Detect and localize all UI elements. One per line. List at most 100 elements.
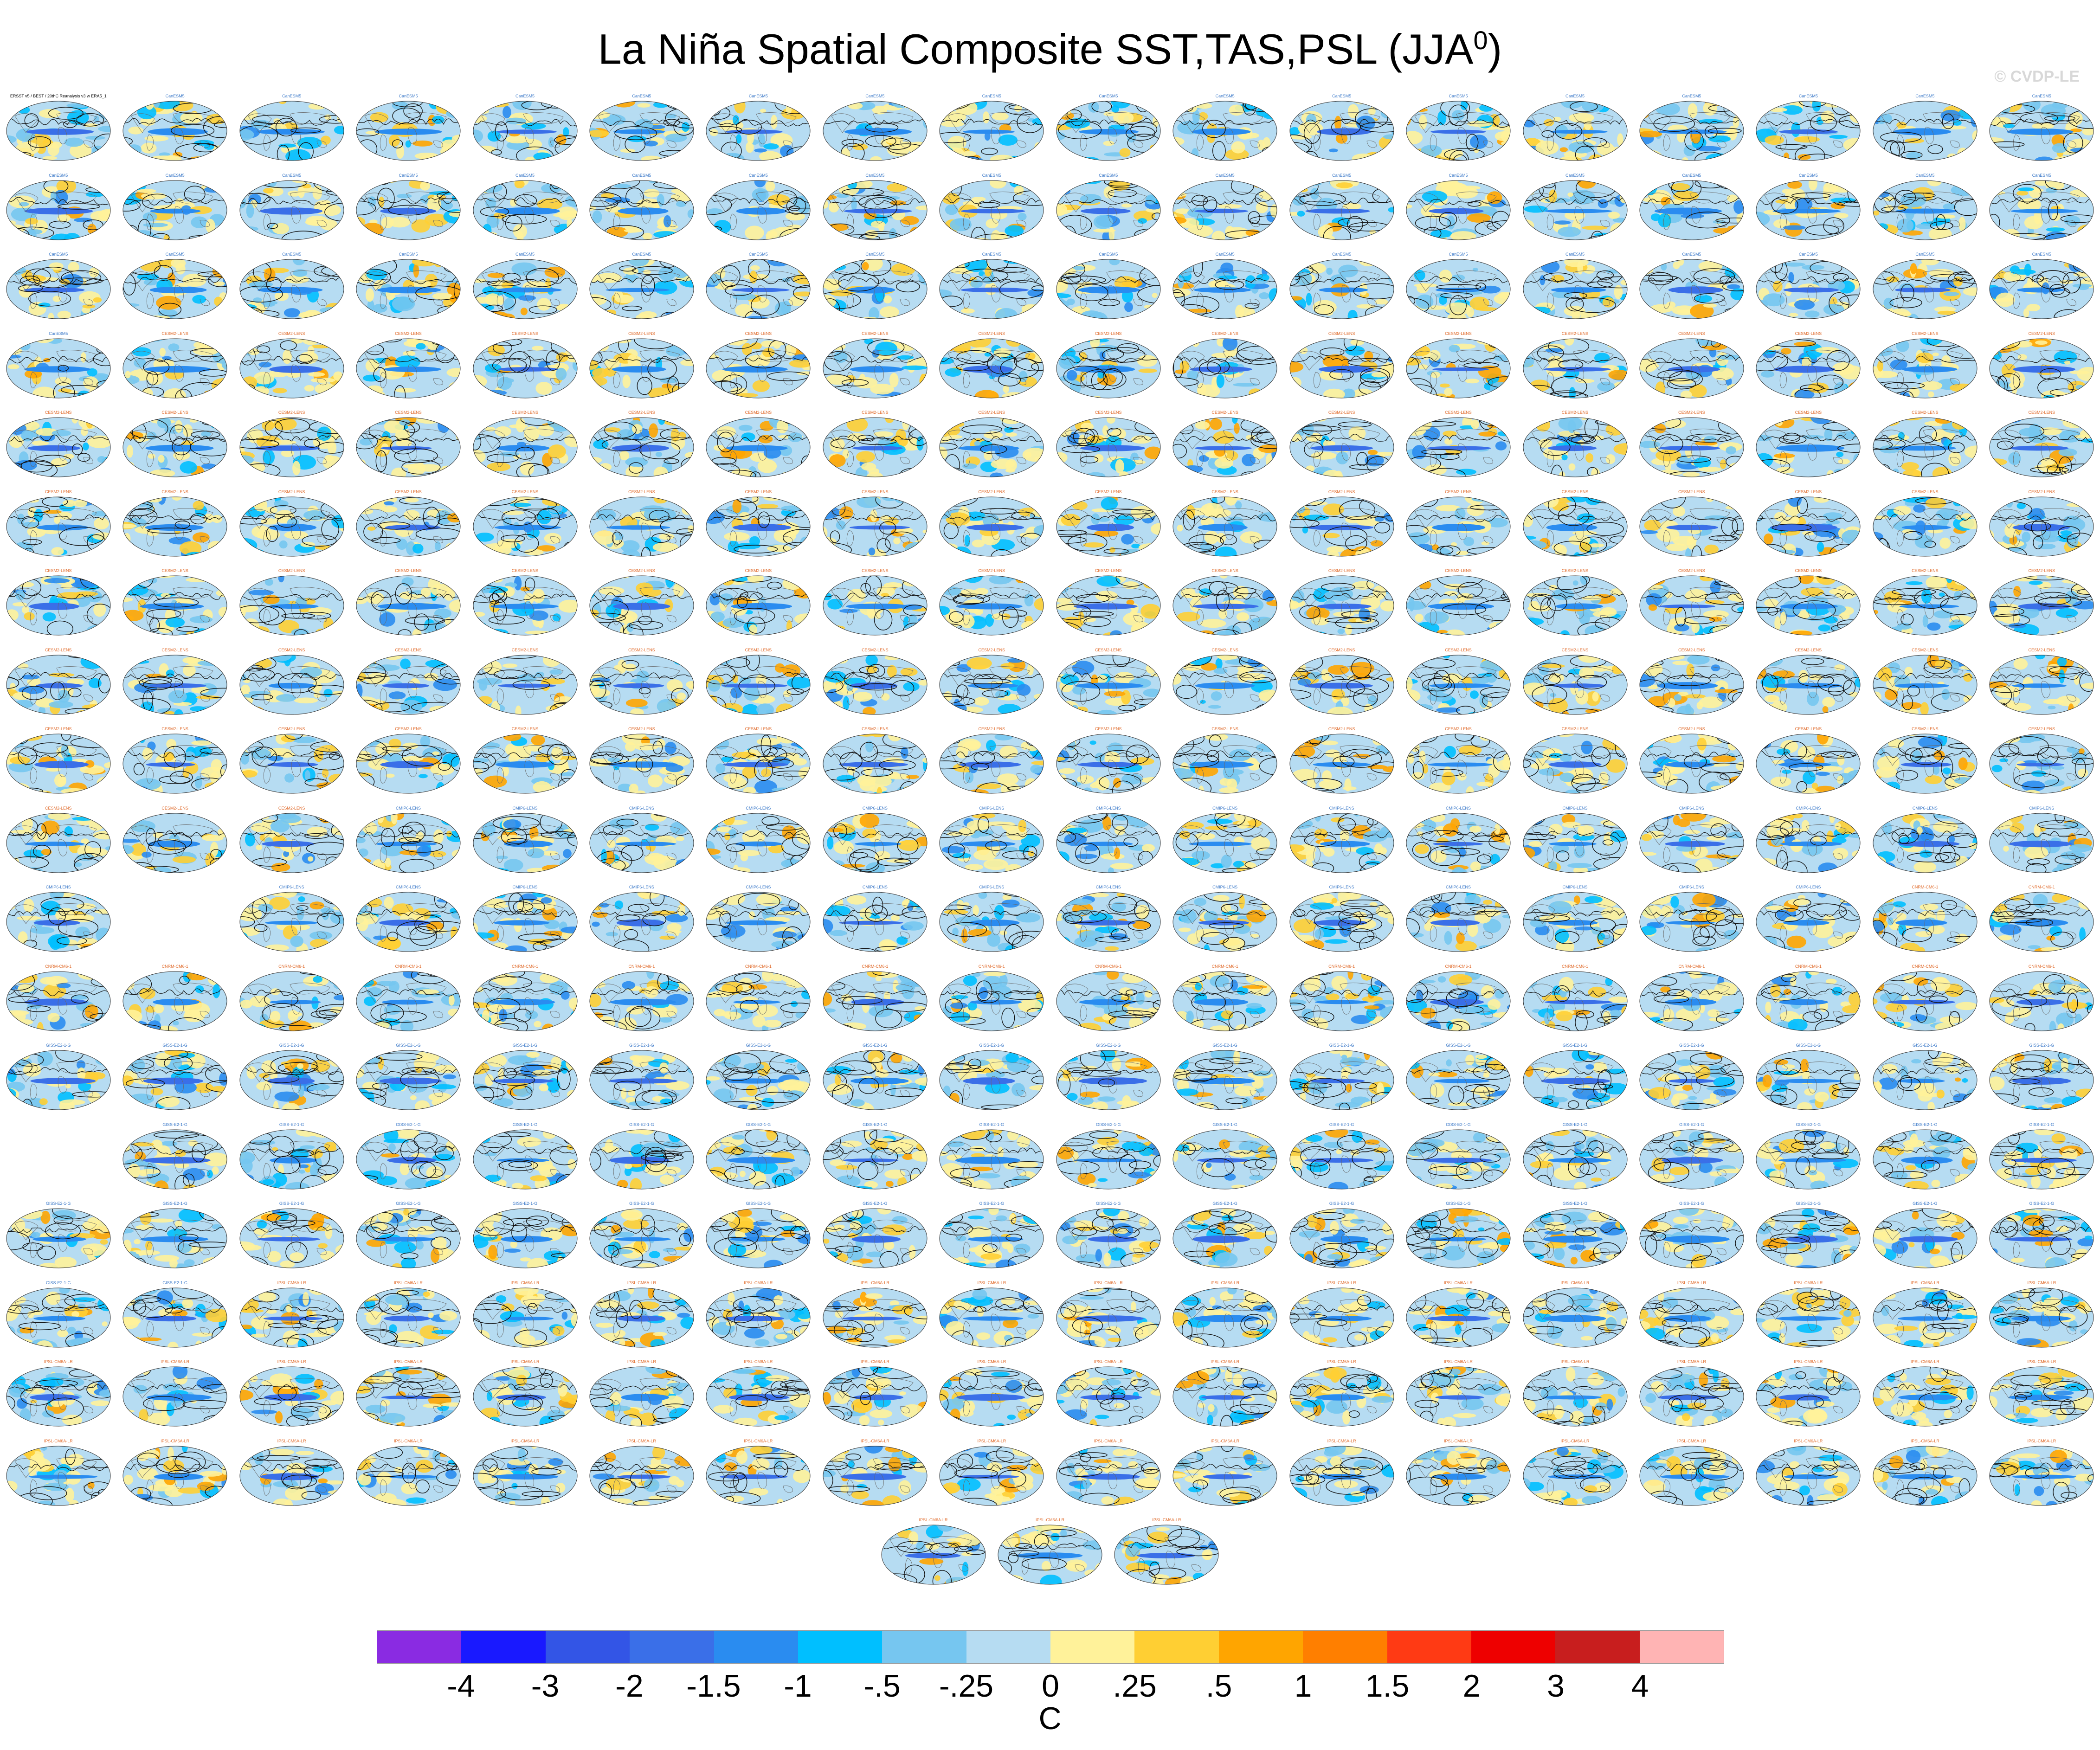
panel-label: IPSL-CM6A-LR: [1094, 1359, 1123, 1364]
global-map: [239, 417, 344, 477]
global-map: [1523, 259, 1627, 319]
panel-label: CMIP6-LENS: [1329, 885, 1354, 890]
global-map: [239, 259, 344, 319]
map-panel: CNRM-CM6-1: [1989, 963, 2094, 1032]
panel-label: CESM2-LENS: [511, 410, 539, 415]
panel-label: CMIP6-LENS: [1095, 805, 1121, 811]
map-panel: CESM2-LENS: [1289, 330, 1395, 399]
map-panel: IPSL-CM6A-LR: [355, 1358, 461, 1427]
global-map: [1873, 1050, 1978, 1110]
global-map: [823, 1208, 928, 1268]
global-map: [1989, 575, 2094, 636]
map-panel: CNRM-CM6-1: [822, 963, 928, 1032]
map-panel: CESM2-LENS: [239, 330, 345, 399]
global-map: [939, 101, 1044, 161]
map-panel: CanESM5: [1172, 93, 1278, 161]
panel-label: CESM2-LENS: [1561, 410, 1589, 415]
global-map: [1873, 813, 1978, 873]
colorbar-units: C: [1038, 1701, 1062, 1736]
global-map: [1172, 1208, 1277, 1268]
map-panel: CESM2-LENS: [705, 567, 811, 636]
map-panel: CESM2-LENS: [1056, 489, 1161, 557]
global-map: [589, 575, 694, 636]
global-map: [823, 259, 928, 319]
map-panel: ERSST v5 / BEST / 20thC Reanalysis v3 w …: [6, 93, 111, 161]
global-map: [356, 1050, 461, 1110]
map-panel: CMIP6-LENS: [589, 884, 695, 952]
map-panel: CanESM5: [705, 93, 811, 161]
global-map: [356, 575, 461, 636]
map-panel: CESM2-LENS: [1522, 567, 1628, 636]
colorbar: [377, 1630, 1724, 1664]
map-panel: IPSL-CM6A-LR: [355, 1438, 461, 1506]
global-map: [939, 1129, 1044, 1190]
global-map: [1289, 1366, 1394, 1427]
colorbar-tick-label: -1: [784, 1668, 812, 1704]
global-map: [706, 971, 811, 1031]
global-map: [1639, 496, 1744, 557]
global-map: [239, 496, 344, 557]
global-map: [473, 892, 577, 952]
global-map: [6, 101, 111, 161]
map-panel: CESM2-LENS: [6, 489, 111, 557]
panel-label: GISS-E2-1-G: [629, 1043, 654, 1048]
map-panel: CNRM-CM6-1: [1872, 884, 1978, 952]
global-map: [1989, 892, 2094, 952]
panel-label: IPSL-CM6A-LR: [394, 1359, 423, 1364]
global-map: [1406, 733, 1511, 794]
global-map: [939, 496, 1044, 557]
map-panel: CESM2-LENS: [1755, 647, 1861, 715]
map-panel: CESM2-LENS: [472, 489, 578, 557]
map-panel: CESM2-LENS: [1172, 409, 1278, 478]
map-panel: CESM2-LENS: [122, 647, 228, 715]
panel-label: CanESM5: [1798, 252, 1818, 257]
panel-label: GISS-E2-1-G: [1329, 1122, 1354, 1127]
global-map: [239, 1129, 344, 1190]
panel-label: CESM2-LENS: [628, 647, 655, 652]
global-map: [1639, 1366, 1744, 1427]
map-panel: CMIP6-LENS: [1056, 884, 1161, 952]
global-map: [939, 1446, 1044, 1506]
panel-label: GISS-E2-1-G: [1212, 1043, 1237, 1048]
map-panel: CESM2-LENS: [1989, 647, 2094, 715]
map-panel: CanESM5: [1522, 93, 1628, 161]
panel-label: CMIP6-LENS: [746, 885, 771, 890]
panel-label: GISS-E2-1-G: [1679, 1122, 1704, 1127]
panel-label: CESM2-LENS: [2028, 727, 2055, 732]
map-panel: CESM2-LENS: [239, 567, 345, 636]
global-map: [122, 1446, 227, 1506]
global-map: [1756, 733, 1861, 794]
panel-label: CanESM5: [282, 94, 302, 98]
panel-label: CanESM5: [1099, 173, 1118, 178]
map-panel: IPSL-CM6A-LR: [1172, 1438, 1278, 1506]
global-map: [239, 971, 344, 1031]
panel-label: CESM2-LENS: [1211, 489, 1238, 494]
global-map: [1523, 1287, 1627, 1348]
global-map: [1172, 1129, 1277, 1190]
panel-label: CanESM5: [1332, 173, 1352, 178]
panel-label: CESM2-LENS: [978, 647, 1005, 652]
colorbar-bin-2: [461, 1631, 546, 1663]
global-map: [473, 1129, 577, 1190]
global-map: [706, 655, 811, 715]
global-map: [1523, 733, 1627, 794]
panel-label: CanESM5: [748, 252, 768, 257]
global-map: [1289, 417, 1394, 477]
map-panel: GISS-E2-1-G: [1405, 1121, 1511, 1190]
global-map: [1523, 1208, 1627, 1268]
global-map: [939, 1208, 1044, 1268]
global-map: [1639, 971, 1744, 1031]
map-panel: CESM2-LENS: [1289, 567, 1395, 636]
global-map: [1406, 1208, 1511, 1268]
map-panel: GISS-E2-1-G: [239, 1042, 345, 1111]
map-panel: GISS-E2-1-G: [1289, 1042, 1395, 1111]
map-panel: CanESM5: [122, 93, 228, 161]
global-map: [1289, 971, 1394, 1031]
colorbar-bin-7: [882, 1631, 966, 1663]
panel-label: CESM2-LENS: [1678, 489, 1705, 494]
panel-label: CNRM-CM6-1: [1912, 885, 1939, 890]
panel-label: CESM2-LENS: [1445, 489, 1472, 494]
colorbar-tick-label: 1: [1294, 1668, 1312, 1704]
panel-label: CanESM5: [982, 252, 1001, 257]
panel-label: CanESM5: [399, 94, 418, 98]
